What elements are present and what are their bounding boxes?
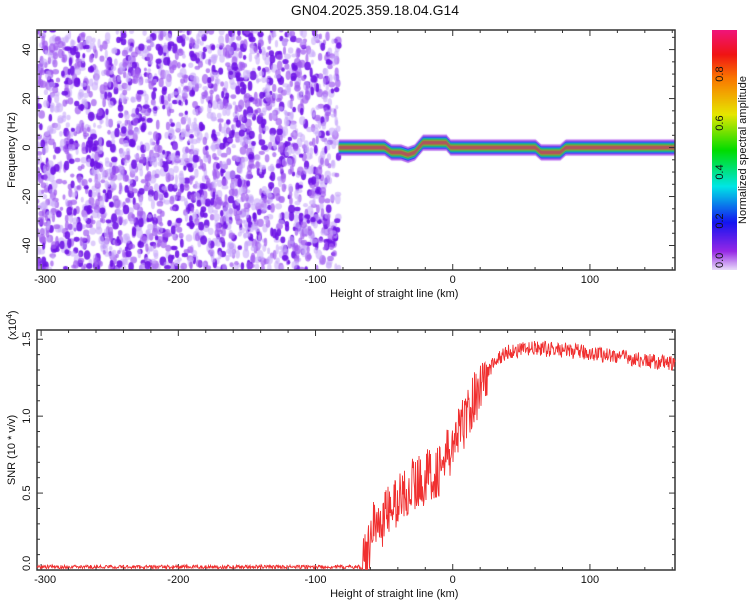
x-tick-label: -100 [305,574,327,586]
y-axis-label: Frequency (Hz) [6,112,18,188]
x-axis-label: Height of straight line (km) [330,288,458,300]
x-tick-label: -200 [167,274,189,286]
y-tick-label: 40 [21,43,33,55]
y-multiplier-label: (x104) [5,310,19,340]
y-tick-label: 0.5 [21,485,33,500]
y-tick-label: -20 [21,189,33,205]
x-tick-label: -300 [34,274,56,286]
x-tick-label: 100 [581,574,599,586]
y-tick-label: 0.0 [21,556,33,571]
colorbar-tick-label: 0.2 [714,213,726,228]
spectrogram-heatmap [37,30,675,270]
plot-frame [36,329,676,571]
y-axis-label: SNR (10 * v/v) [6,415,18,485]
x-tick-label: 0 [450,274,456,286]
y-tick-label: 20 [21,92,33,104]
colorbar-tick-label: 0.4 [714,164,726,179]
y-tick-label: 0 [21,144,33,150]
multiplier-part: (x10 [7,319,19,340]
colorbar-tick-label: 0.6 [714,115,726,130]
y-tick-label: 1.0 [21,409,33,424]
multiplier-part: 4 [5,314,14,319]
plot-frame [36,29,676,271]
x-tick-label: -100 [305,274,327,286]
x-tick-label: -200 [167,574,189,586]
colorbar-tick-label: 0.8 [714,66,726,81]
x-tick-label: -300 [34,574,56,586]
x-tick-label: 0 [450,574,456,586]
snr-line [36,340,676,571]
x-axis-label: Height of straight line (km) [330,588,458,600]
colorbar-label: Normalized spectral amplitude [737,76,749,224]
y-tick-label: -40 [21,238,33,254]
y-tick-label: 1.5 [21,332,33,347]
multiplier-part: ) [7,310,19,314]
colorbar-tick-label: 0.0 [714,253,726,268]
chart-title: GN04.2025.359.18.04.G14 [290,2,460,18]
x-tick-label: 100 [581,274,599,286]
colorbar [712,30,737,270]
